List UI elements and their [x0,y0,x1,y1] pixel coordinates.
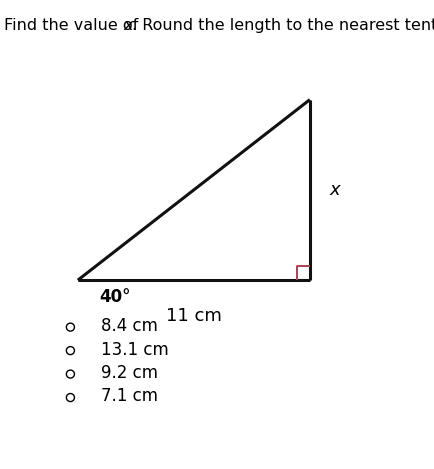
Text: 13.1 cm: 13.1 cm [101,340,169,358]
Text: x: x [124,18,133,33]
Text: 7.1 cm: 7.1 cm [101,387,158,406]
Text: 8.4 cm: 8.4 cm [101,317,158,335]
Text: x: x [330,181,340,199]
Text: Find the value of: Find the value of [4,18,144,33]
Text: . Round the length to the nearest tenth.: . Round the length to the nearest tenth. [132,18,434,33]
Text: 9.2 cm: 9.2 cm [101,364,158,382]
Text: 11 cm: 11 cm [166,307,222,325]
Text: 40°: 40° [100,288,131,306]
